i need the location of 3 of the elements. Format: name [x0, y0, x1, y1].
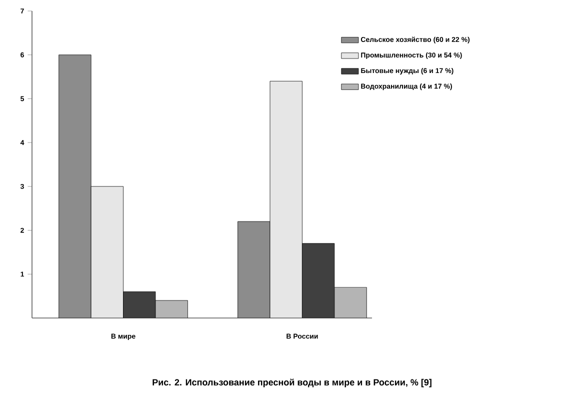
bar	[238, 221, 270, 318]
bar	[58, 54, 92, 318]
text: Рис. 2. Использование пресной воды в мире и в России, % [9]	[152, 378, 432, 388]
